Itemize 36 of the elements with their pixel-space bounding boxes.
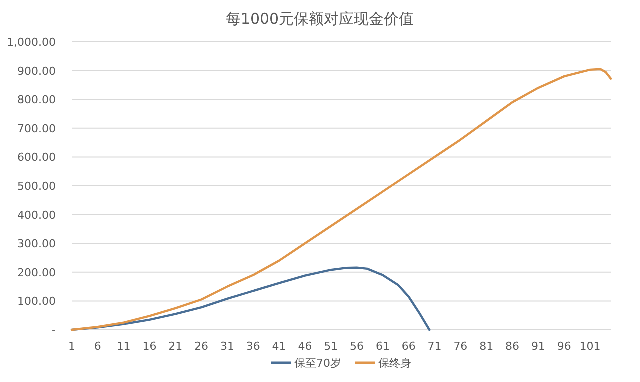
x-tick-label: 46 bbox=[298, 340, 312, 353]
chart-title: 每1000元保额对应现金价值 bbox=[226, 10, 414, 28]
legend-label: 保终身 bbox=[378, 357, 412, 370]
y-tick-label: - bbox=[52, 324, 56, 337]
y-tick-label: 500.00 bbox=[18, 180, 56, 193]
x-tick-label: 86 bbox=[506, 340, 520, 353]
x-tick-label: 101 bbox=[580, 340, 601, 353]
x-tick-label: 71 bbox=[428, 340, 442, 353]
y-tick-label: 300.00 bbox=[18, 238, 56, 251]
y-tick-label: 900.00 bbox=[18, 64, 56, 78]
x-tick-label: 56 bbox=[350, 340, 364, 353]
x-tick-label: 96 bbox=[557, 340, 572, 353]
x-tick-label: 16 bbox=[142, 340, 157, 353]
x-tick-label: 41 bbox=[272, 340, 286, 353]
y-tick-label: 400.00 bbox=[18, 208, 56, 222]
y-tick-label: 100.00 bbox=[18, 295, 56, 308]
y-tick-label: 700.00 bbox=[18, 122, 56, 136]
x-tick-label: 36 bbox=[246, 340, 260, 353]
x-tick-label: 1 bbox=[68, 340, 76, 353]
y-tick-label: 1,000.00 bbox=[7, 36, 56, 49]
x-tick-label: 21 bbox=[168, 340, 183, 353]
y-tick-label: 600.00 bbox=[18, 151, 56, 164]
x-tick-label: 81 bbox=[480, 340, 494, 353]
legend-label: 保至70岁 bbox=[294, 357, 342, 370]
x-tick-label: 61 bbox=[376, 340, 390, 353]
x-tick-label: 76 bbox=[454, 340, 468, 353]
x-tick-label: 51 bbox=[324, 340, 338, 353]
x-tick-label: 91 bbox=[531, 340, 546, 353]
x-tick-label: 11 bbox=[116, 340, 131, 353]
x-tick-label: 31 bbox=[220, 340, 234, 353]
x-tick-label: 66 bbox=[402, 340, 416, 353]
line-series bbox=[70, 68, 612, 332]
x-tick-label: 6 bbox=[94, 340, 102, 353]
x-tick-label: 26 bbox=[194, 340, 209, 353]
y-tick-label: 800.00 bbox=[18, 94, 56, 107]
y-tick-label: 200.00 bbox=[18, 266, 56, 280]
